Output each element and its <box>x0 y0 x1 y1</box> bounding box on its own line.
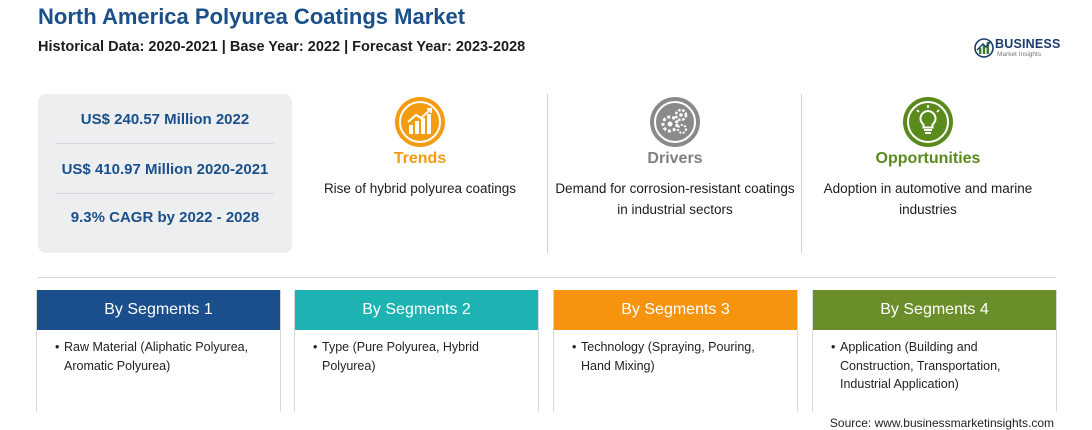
segment-card-3: By Segments 3 Technology (Spraying, Pour… <box>553 290 798 412</box>
gears-icon <box>650 97 700 147</box>
segment-card-2: By Segments 2 Type (Pure Polyurea, Hybri… <box>294 290 539 412</box>
segment-3-header: By Segments 3 <box>554 290 797 330</box>
segment-2-item: Type (Pure Polyurea, Hybrid Polyurea) <box>313 338 526 375</box>
lightbulb-icon <box>903 97 953 147</box>
logo-subtext: Market Insights <box>997 51 1042 58</box>
opportunities-column: Opportunities Adoption in automotive and… <box>808 94 1048 253</box>
divider <box>56 143 274 144</box>
trends-heading: Trends <box>393 150 447 167</box>
segment-4-header: By Segments 4 <box>813 290 1056 330</box>
divider <box>547 94 548 253</box>
segment-2-list: Type (Pure Polyurea, Hybrid Polyurea) <box>295 330 538 375</box>
drivers-heading: Drivers <box>647 150 703 167</box>
drivers-description: Demand for corrosion-resistant coatings … <box>555 181 795 217</box>
stat-historical-value: US$ 410.97 Million 2020-2021 <box>61 161 269 178</box>
source-link[interactable]: Source: www.businessmarketinsights.com <box>829 416 1054 430</box>
logo-mark-icon <box>974 38 994 58</box>
business-market-insights-logo: BUSINESS Market Insights <box>974 37 1060 61</box>
opportunities-description: Adoption in automotive and marine indust… <box>823 181 1033 217</box>
divider <box>56 193 274 194</box>
segment-4-list: Application (Building and Construction, … <box>813 330 1056 394</box>
trends-description: Rise of hybrid polyurea coatings <box>323 181 517 196</box>
trends-column: Trends Rise of hybrid polyurea coatings <box>300 94 540 253</box>
section-divider <box>38 277 1056 278</box>
segment-1-list: Raw Material (Aliphatic Polyurea, Aromat… <box>37 330 280 375</box>
divider <box>801 94 802 253</box>
growth-chart-icon <box>395 97 445 147</box>
page-title: North America Polyurea Coatings Market <box>38 4 466 29</box>
drivers-column: Drivers Demand for corrosion-resistant c… <box>555 94 795 253</box>
stat-market-size: US$ 240.57 Million 2022 <box>80 111 250 128</box>
segment-4-item: Application (Building and Construction, … <box>831 338 1044 394</box>
stat-cagr: 9.3% CAGR by 2022 - 2028 <box>70 209 260 226</box>
segment-3-list: Technology (Spraying, Pouring, Hand Mixi… <box>554 330 797 375</box>
segment-3-item: Technology (Spraying, Pouring, Hand Mixi… <box>572 338 785 375</box>
opportunities-heading: Opportunities <box>875 150 981 167</box>
segment-card-4: By Segments 4 Application (Building and … <box>812 290 1057 412</box>
segment-1-header: By Segments 1 <box>37 290 280 330</box>
key-stats-panel: US$ 240.57 Million 2022 US$ 410.97 Milli… <box>38 94 292 253</box>
segment-1-item: Raw Material (Aliphatic Polyurea, Aromat… <box>55 338 268 375</box>
segment-2-header: By Segments 2 <box>295 290 538 330</box>
page-subtitle: Historical Data: 2020-2021 | Base Year: … <box>38 39 526 55</box>
logo-brand: BUSINESS <box>995 37 1061 51</box>
segment-card-1: By Segments 1 Raw Material (Aliphatic Po… <box>36 290 281 412</box>
